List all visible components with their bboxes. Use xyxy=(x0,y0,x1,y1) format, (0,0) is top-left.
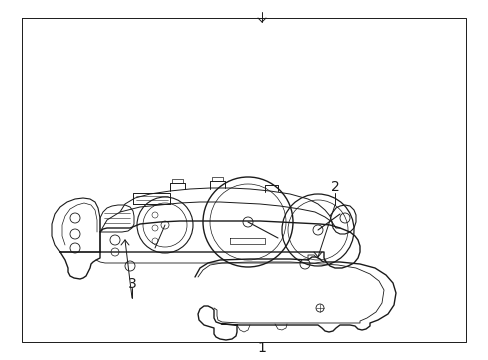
Text: 3: 3 xyxy=(127,278,136,291)
Text: 1: 1 xyxy=(257,342,265,355)
Text: 2: 2 xyxy=(330,180,339,194)
